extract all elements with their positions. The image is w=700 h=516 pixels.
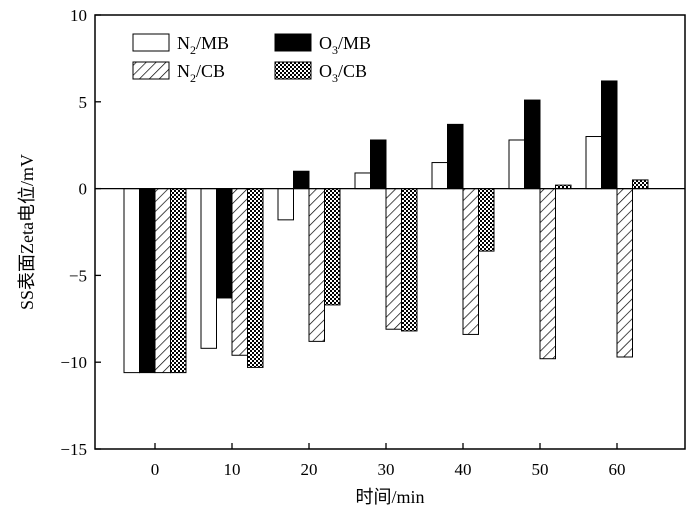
- bar-crosshatched-20: [324, 188, 341, 306]
- plot-frame: [94, 14, 686, 450]
- bar-solid-20: [293, 170, 310, 190]
- x-tick-label: 0: [151, 460, 160, 479]
- legend: N2/MB O3/MB N2/CB O3/CB: [132, 33, 371, 85]
- y-axis-title: SS表面Zeta电位/mV: [17, 154, 37, 310]
- bar-open-20: [277, 188, 294, 221]
- legend-label: O3/CB: [319, 61, 367, 85]
- y-tick-label: −15: [60, 440, 87, 459]
- bar-solid-40: [447, 123, 464, 190]
- bar-crosshatched-40: [478, 188, 495, 252]
- bar-open-10: [200, 188, 217, 349]
- x-tick-label: 20: [301, 460, 318, 479]
- legend-swatch-hatched: [132, 61, 170, 80]
- bar-solid-0: [139, 188, 156, 374]
- bar-hatched-60: [616, 188, 633, 358]
- bar-open-40: [431, 162, 448, 190]
- legend-label: N2/MB: [177, 33, 229, 57]
- bar-hatched-40: [462, 188, 479, 335]
- bar-solid-50: [524, 99, 541, 190]
- bar-open-60: [585, 136, 602, 190]
- bar-hatched-30: [385, 188, 402, 330]
- x-axis-title: 时间/min: [355, 487, 424, 507]
- bar-solid-10: [216, 188, 233, 299]
- bar-solid-60: [601, 80, 618, 190]
- bar-crosshatched-0: [170, 188, 187, 374]
- x-tick-label: 50: [532, 460, 549, 479]
- bar-hatched-20: [308, 188, 325, 342]
- y-tick-label: −10: [60, 353, 87, 372]
- x-axis-ticks: 0 10 20 30 40 50 60: [151, 443, 626, 479]
- x-tick-label: 30: [378, 460, 395, 479]
- legend-swatch-open: [132, 33, 170, 52]
- legend-swatch-crosshatched: [274, 61, 312, 80]
- x-tick-label: 10: [224, 460, 241, 479]
- y-tick-label: −5: [69, 266, 87, 285]
- x-tick-label: 40: [455, 460, 472, 479]
- y-tick-label: 10: [70, 6, 87, 25]
- bar-hatched-0: [154, 188, 171, 374]
- bar-open-0: [123, 188, 140, 374]
- y-axis-ticks: −15 −10 −5 0 5 10: [60, 6, 101, 459]
- bar-crosshatched-10: [247, 188, 264, 368]
- legend-label: O3/MB: [319, 33, 371, 57]
- x-tick-label: 60: [609, 460, 626, 479]
- bar-open-30: [354, 172, 371, 190]
- bar-crosshatched-60: [632, 179, 649, 190]
- legend-label: N2/CB: [177, 61, 225, 85]
- bar-crosshatched-30: [401, 188, 418, 332]
- bars-group: [123, 80, 649, 374]
- legend-swatch-solid: [274, 33, 312, 52]
- bar-hatched-10: [231, 188, 248, 356]
- bar-open-50: [508, 139, 525, 190]
- bar-hatched-50: [539, 188, 556, 360]
- bar-solid-30: [370, 139, 387, 190]
- y-tick-label: 0: [79, 180, 88, 199]
- y-tick-label: 5: [79, 93, 88, 112]
